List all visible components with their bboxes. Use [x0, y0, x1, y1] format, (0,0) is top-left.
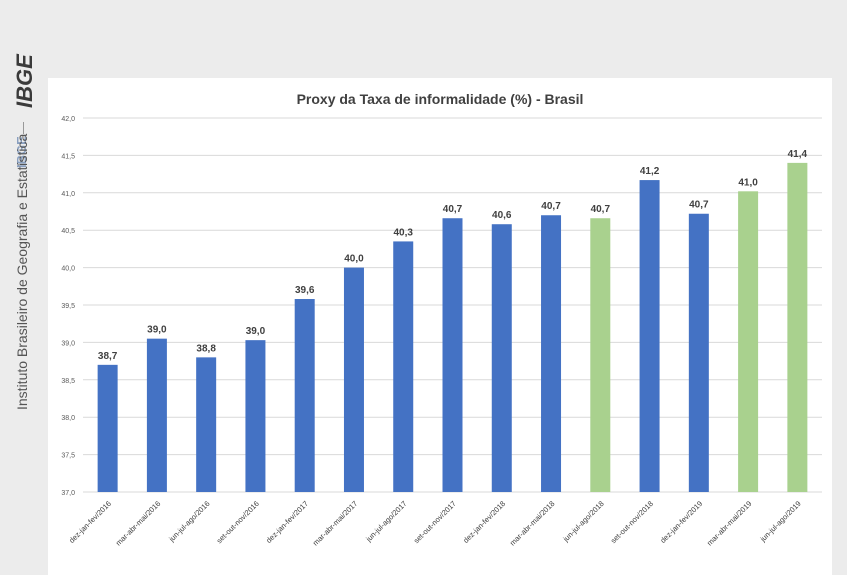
y-axis-ticks: 37,0 37,5 38,0 38,5 39,0 39,5 40,0 40,5 41,0 41,5… [61, 116, 75, 497]
x-tick-label: mar-abr-mai/2019 [705, 499, 754, 548]
bar [541, 215, 562, 493]
bar [491, 224, 512, 492]
y-tick-label: 39,0 [61, 340, 75, 347]
bar [294, 299, 315, 492]
data-label: 40,7 [541, 201, 561, 212]
data-label: 38,7 [98, 351, 118, 362]
x-tick-label: mar-abr-mai/2017 [311, 499, 360, 548]
x-tick-label: dez-jan-fev/2018 [461, 499, 507, 545]
data-label: 41,0 [738, 177, 758, 188]
data-label: 38,8 [196, 343, 216, 354]
y-tick-label: 37,5 [61, 453, 75, 460]
ibge-logo: IBGE [12, 53, 37, 108]
bar [639, 180, 660, 493]
sidebar-divider [23, 122, 24, 134]
data-label: 40,7 [591, 204, 611, 215]
data-label: 39,6 [295, 285, 315, 296]
y-tick-label: 41,5 [61, 153, 75, 160]
logo-text: IBGE [12, 53, 37, 108]
data-label: 39,0 [147, 325, 167, 336]
y-tick-label: 38,5 [61, 378, 75, 385]
bar [787, 162, 808, 492]
sidebar: IBGE IBGE Instituto Brasileiro de Geogra… [0, 0, 47, 575]
y-tick-label: 37,0 [61, 490, 75, 497]
data-label: 40,7 [689, 200, 709, 211]
y-tick-label: 40,0 [61, 266, 75, 273]
x-tick-label: mar-abr-mai/2016 [114, 499, 163, 548]
institute-name: Instituto Brasileiro de Geografia e Esta… [14, 133, 30, 410]
bar [196, 357, 217, 492]
data-labels: 38,7 39,0 38,8 39,0 39,6 40,0 40,3 40,7 40,6 40,7… [98, 149, 808, 362]
x-tick-label: dez-jan-fev/2016 [67, 499, 113, 545]
x-tick-label: set-out-nov/2018 [609, 499, 655, 545]
y-tick-label: 42,0 [61, 116, 75, 123]
y-tick-label: 38,0 [61, 415, 75, 422]
x-tick-label: set-out-nov/2016 [215, 499, 261, 545]
data-label: 40,7 [443, 204, 463, 215]
bar [97, 364, 118, 492]
y-tick-label: 40,5 [61, 228, 75, 235]
bar [146, 338, 167, 492]
x-tick-label: mar-abr-mai/2018 [508, 499, 557, 548]
chart-title: Proxy da Taxa de informalidade (%) - Bra… [297, 91, 584, 107]
x-tick-label: set-out-nov/2017 [412, 499, 458, 545]
bars [97, 162, 808, 493]
bar-chart: Proxy da Taxa de informalidade (%) - Bra… [61, 91, 822, 548]
bar [738, 191, 759, 492]
x-tick-label: jun-jul-ago/2018 [561, 499, 606, 544]
y-tick-label: 39,5 [61, 303, 75, 310]
x-tick-label: jun-jul-ago/2016 [166, 499, 211, 544]
x-tick-label: jun-jul-ago/2017 [364, 499, 409, 544]
bar [590, 218, 611, 492]
bar [442, 218, 463, 492]
data-label: 40,6 [492, 210, 512, 221]
data-label: 41,2 [640, 166, 660, 177]
bar [343, 267, 364, 492]
data-label: 40,3 [393, 227, 413, 238]
x-tick-label: dez-jan-fev/2017 [264, 499, 310, 545]
data-label: 41,4 [788, 149, 808, 160]
data-label: 39,0 [246, 326, 266, 337]
x-tick-label: dez-jan-fev/2019 [658, 499, 704, 545]
x-axis-ticks: dez-jan-fev/2016 mar-abr-mai/2016 jun-jul-… [67, 499, 803, 548]
bar [688, 213, 709, 492]
x-tick-label: jun-jul-ago/2019 [758, 499, 803, 544]
bar [393, 241, 414, 492]
y-tick-label: 41,0 [61, 191, 75, 198]
data-label: 40,0 [344, 254, 364, 265]
chart-panel: Proxy da Taxa de informalidade (%) - Bra… [48, 78, 832, 575]
bar [245, 340, 266, 492]
